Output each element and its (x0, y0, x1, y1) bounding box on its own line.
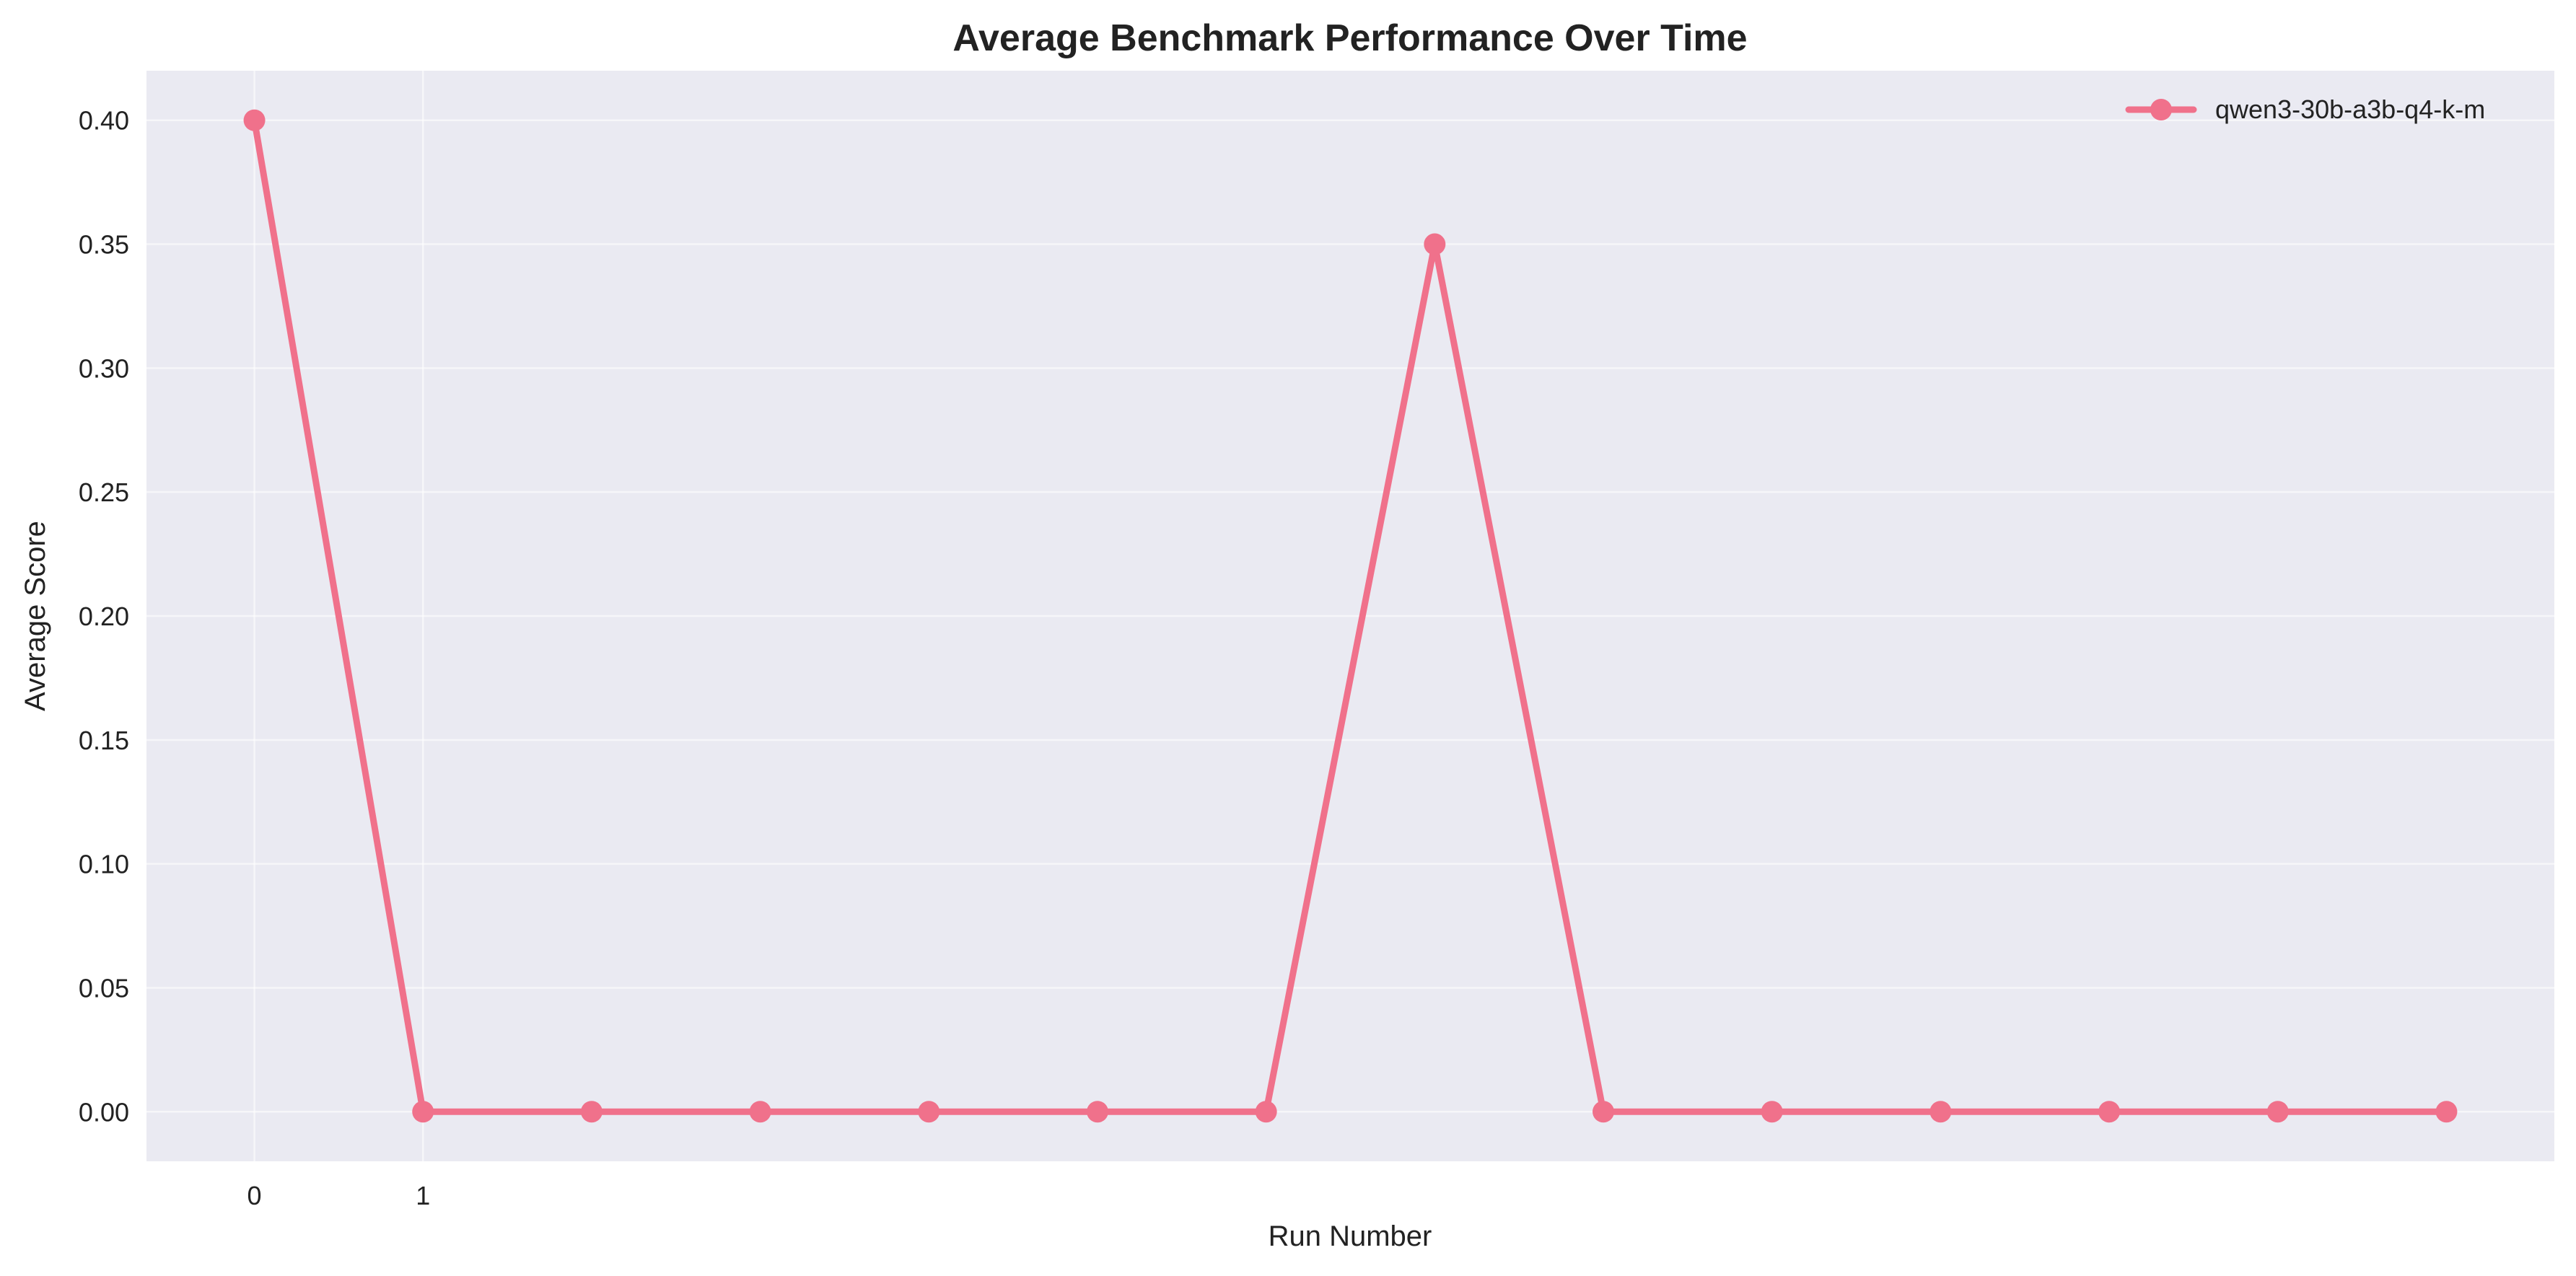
data-point-marker (243, 109, 266, 131)
y-tick-label: 0.40 (79, 106, 129, 136)
y-tick-label: 0.35 (79, 230, 129, 260)
y-tick-label: 0.00 (79, 1097, 129, 1127)
y-tick-label: 0.30 (79, 353, 129, 383)
grid (146, 71, 2554, 1161)
data-point-marker (580, 1101, 603, 1123)
y-tick-label: 0.05 (79, 973, 129, 1003)
y-tick-label: 0.25 (79, 478, 129, 507)
legend-marker-swatch (2150, 99, 2172, 120)
y-tick-label: 0.15 (79, 726, 129, 755)
x-tick-label: 1 (416, 1181, 430, 1210)
legend-label: qwen3-30b-a3b-q4-k-m (2215, 94, 2485, 124)
data-point-marker (749, 1101, 771, 1123)
legend: qwen3-30b-a3b-q4-k-m (2125, 94, 2485, 124)
data-point-marker (2266, 1101, 2289, 1123)
y-tick-label: 0.20 (79, 602, 129, 631)
data-point-marker (412, 1101, 434, 1123)
chart-title: Average Benchmark Performance Over Time (952, 17, 1747, 59)
data-point-marker (2098, 1101, 2121, 1123)
x-tick-label: 0 (247, 1181, 262, 1210)
y-axis-label: Average Score (19, 521, 51, 711)
series-layer (243, 109, 2458, 1123)
data-point-marker (1593, 1101, 1615, 1123)
data-point-marker (1424, 233, 1446, 255)
data-point-marker (1255, 1101, 1277, 1123)
series-line (251, 117, 2450, 1115)
data-point-marker (918, 1101, 940, 1123)
data-point-marker (1761, 1101, 1783, 1123)
data-point-marker (2435, 1101, 2458, 1123)
y-tick-label: 0.10 (79, 850, 129, 879)
data-point-marker (1929, 1101, 1952, 1123)
y-axis-ticks: 0.00 0.05 0.10 0.15 0.20 0.25 0.30 0.35 0.40 (79, 106, 129, 1127)
data-point-marker (1086, 1101, 1108, 1123)
x-axis-label: Run Number (1269, 1220, 1432, 1252)
